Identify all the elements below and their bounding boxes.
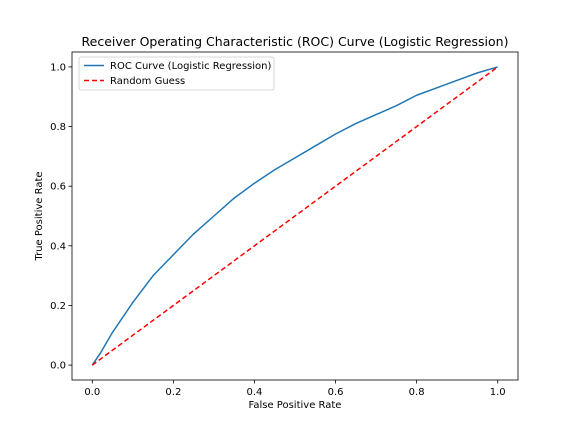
legend: ROC Curve (Logistic Regression) Random G… bbox=[78, 56, 275, 91]
y-tick-label: 0.6 bbox=[50, 182, 66, 193]
legend-label-random: Random Guess bbox=[110, 76, 185, 87]
x-tick-label: 0.2 bbox=[165, 387, 181, 398]
x-tick-label: 0.8 bbox=[409, 387, 425, 398]
series-layer bbox=[91, 66, 499, 366]
x-tick-label: 0.4 bbox=[247, 387, 263, 398]
y-axis-ticks: 0.0 0.2 0.4 0.6 0.8 1.0 bbox=[50, 62, 72, 372]
roc-curve-line bbox=[91, 66, 498, 366]
y-axis-label: True Positive Rate bbox=[34, 171, 45, 261]
x-tick-label: 0.0 bbox=[84, 387, 100, 398]
random-guess-line bbox=[91, 66, 499, 366]
x-tick-label: 1.0 bbox=[490, 387, 506, 398]
y-tick-label: 0.2 bbox=[50, 301, 66, 312]
y-tick-label: 0.0 bbox=[50, 361, 66, 372]
legend-label-roc: ROC Curve (Logistic Regression) bbox=[110, 61, 271, 72]
legend-box bbox=[78, 56, 275, 91]
x-axis-label: False Positive Rate bbox=[249, 400, 342, 411]
x-tick-label: 0.6 bbox=[328, 387, 344, 398]
chart-title: Receiver Operating Characteristic (ROC) … bbox=[82, 34, 509, 49]
y-tick-label: 1.0 bbox=[50, 62, 66, 73]
plot-area: 0.0 0.2 0.4 0.6 0.8 1.0 0.0 0.2 0.4 0.6 0.8 1.0 bbox=[50, 51, 519, 398]
y-tick-label: 0.4 bbox=[50, 241, 66, 252]
y-tick-label: 0.8 bbox=[50, 122, 66, 133]
x-axis-ticks: 0.0 0.2 0.4 0.6 0.8 1.0 bbox=[84, 380, 506, 398]
